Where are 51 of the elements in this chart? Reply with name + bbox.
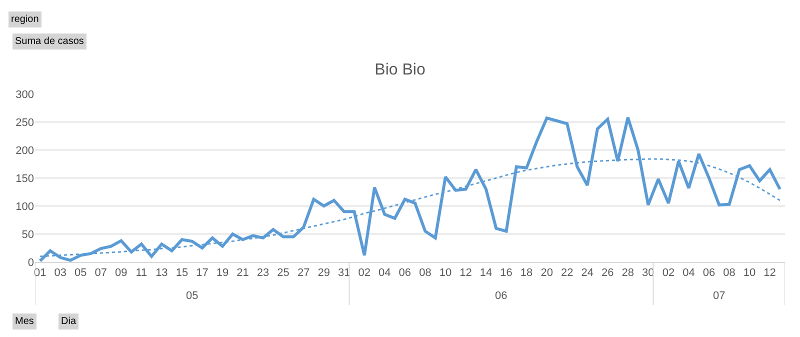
x-tick-label: 20 bbox=[540, 267, 553, 280]
x-tick-label: 18 bbox=[520, 267, 533, 280]
line-series bbox=[38, 116, 782, 262]
x-tick-label: 04 bbox=[682, 267, 695, 280]
x-tick-label: 09 bbox=[115, 267, 128, 280]
x-tick-label: 12 bbox=[764, 267, 776, 280]
x-tick-label: 10 bbox=[439, 267, 452, 280]
text: region bbox=[11, 14, 39, 25]
x-tick-label: 24 bbox=[581, 267, 594, 280]
x-tick-label: 10 bbox=[743, 267, 756, 280]
x-tick-label: 08 bbox=[419, 267, 432, 280]
x-tick-label: 27 bbox=[297, 267, 310, 280]
x-tick-label: 08 bbox=[723, 267, 736, 280]
x-tick-label: 14 bbox=[480, 267, 492, 280]
text: Suma de casos bbox=[15, 36, 84, 47]
x-tick-label: 12 bbox=[460, 267, 472, 280]
x-tick-label: 11 bbox=[136, 267, 148, 280]
text: 07 bbox=[713, 290, 726, 302]
y-tick-label: 250 bbox=[16, 116, 34, 129]
x-tick-label: 23 bbox=[256, 267, 270, 280]
chart-title: Bio Bio bbox=[374, 62, 426, 79]
text: 05 bbox=[186, 290, 198, 302]
x-tick-label: 07 bbox=[94, 267, 108, 280]
text: Dia bbox=[61, 316, 76, 327]
y-tick-label: 100 bbox=[16, 200, 34, 213]
y-tick-label: 200 bbox=[16, 144, 34, 157]
x-tick-label: 06 bbox=[702, 267, 716, 280]
x-tick-label: 02 bbox=[358, 267, 371, 280]
x-tick-label: 25 bbox=[277, 267, 290, 280]
x-tick-label: 26 bbox=[602, 267, 614, 280]
x-tick-label: 21 bbox=[236, 267, 249, 280]
x-tick-label: 28 bbox=[622, 267, 634, 280]
x-tick-label: 17 bbox=[196, 267, 208, 280]
text: 06 bbox=[495, 290, 508, 302]
x-tick-label: 02 bbox=[662, 267, 675, 280]
y-tick-label: 150 bbox=[16, 172, 34, 185]
y-tick-label: 0 bbox=[28, 256, 34, 269]
x-tick-label: 13 bbox=[156, 267, 168, 280]
x-tick-label: 19 bbox=[216, 267, 229, 280]
y-tick-label: 50 bbox=[22, 228, 34, 241]
x-tick-label: 29 bbox=[318, 267, 330, 280]
x-tick-label: 16 bbox=[500, 267, 512, 280]
x-tick-label: 03 bbox=[54, 267, 66, 280]
x-tick-label: 05 bbox=[74, 267, 87, 280]
x-tick-label: 04 bbox=[378, 267, 391, 280]
y-tick-label: 300 bbox=[16, 88, 34, 101]
x-tick-label: 15 bbox=[176, 267, 188, 280]
text: Mes bbox=[15, 316, 34, 327]
x-tick-label: 22 bbox=[560, 267, 574, 280]
x-tick-label: 06 bbox=[398, 267, 412, 280]
x-tick-label: 31 bbox=[338, 267, 350, 280]
